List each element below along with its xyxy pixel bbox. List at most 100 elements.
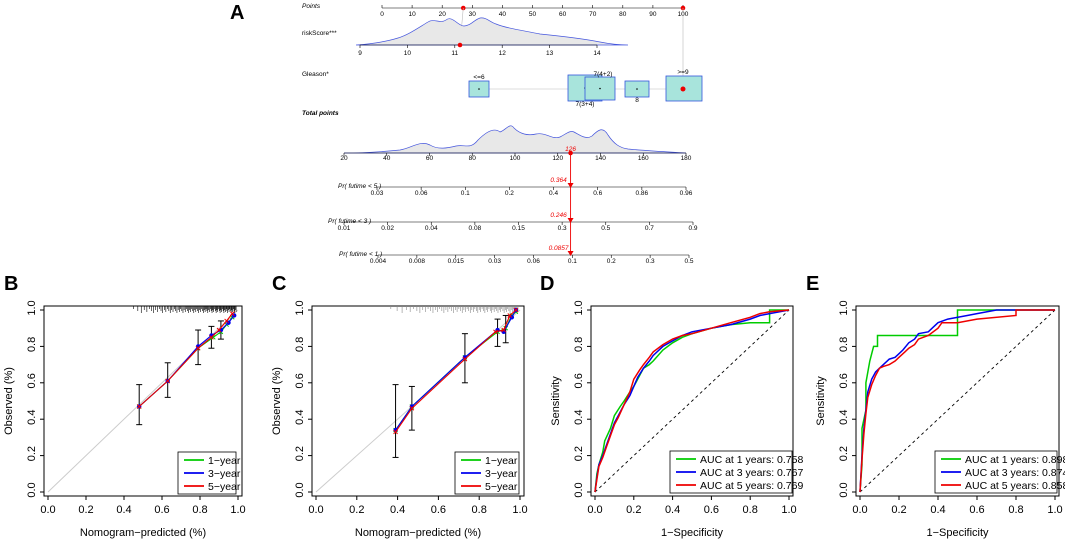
total-points-tick-label: 60	[426, 155, 434, 162]
pr-3yr-label: Pr( futime < 3 )	[328, 218, 371, 225]
y-tick-label: 0.8	[838, 337, 850, 352]
legend-entry: 5−year	[208, 481, 241, 493]
y-axis-title: Sensitivity	[815, 376, 827, 426]
total-points-tick-label: 180	[681, 155, 692, 162]
legend-entry: AUC at 3 years: 0.874	[965, 467, 1065, 479]
x-tick-label: 0.0	[852, 504, 867, 516]
gleason-category-label: 7(3+4)	[576, 101, 595, 108]
panel-label-b: B	[4, 273, 18, 295]
series-point	[136, 404, 142, 409]
series-line-3	[594, 309, 790, 493]
panel-label-e: E	[806, 273, 819, 295]
pr-3yr-predicted-value: 0.246	[550, 212, 567, 219]
pr-3yr-tick-label: 0.08	[469, 225, 482, 232]
total-points-value: 126	[565, 146, 576, 153]
gleason-selected-marker	[680, 86, 686, 92]
points-tick-label: 0	[380, 11, 384, 18]
riskscore-tick-label: 12	[499, 50, 507, 57]
panel-b-calibration: B 0.00.0 0.2 0.2 0.4 0.4 0.6 0.6 0.8 0.8 1.0 1.0 No…	[3, 273, 246, 539]
series-point	[209, 334, 214, 340]
pr-5yr-tick-label: 0.6	[593, 190, 602, 197]
pr-3yr-tick-label: 0.04	[425, 225, 438, 232]
y-tick-label: 1.0	[26, 300, 38, 315]
y-tick-label: 0.2	[838, 446, 850, 461]
y-tick-label: 1.0	[294, 300, 306, 315]
legend-entry: 1−year	[485, 455, 518, 467]
x-tick-label: 1.0	[230, 504, 245, 516]
plot-frame	[43, 305, 243, 497]
y-tick-label: 1.0	[573, 300, 585, 315]
legend-entry: AUC at 1 years: 0.898	[965, 454, 1065, 466]
pr-1yr-predicted-value: 0.0857	[549, 245, 569, 252]
series-point	[501, 327, 507, 333]
pr-1yr-tick-label: 0.2	[607, 258, 616, 265]
series-point	[165, 378, 171, 384]
legend-entry: AUC at 3 years: 0.767	[700, 467, 803, 479]
x-axis-title: Nomogram−predicted (%)	[355, 527, 481, 539]
pr-5yr-arrow	[567, 183, 574, 188]
pr-3yr-tick-label: 0.02	[381, 225, 394, 232]
legend-entry: AUC at 1 years: 0.758	[700, 454, 803, 466]
total-points-label: Total points	[302, 110, 339, 117]
rug-marks	[390, 306, 519, 313]
x-axis-title: Nomogram−predicted (%)	[80, 527, 206, 539]
y-tick-label: 0.6	[26, 373, 38, 388]
pr-1yr-tick-label: 0.008	[409, 258, 426, 265]
y-axis-title: Sensitivity	[550, 376, 562, 426]
plot-frame	[590, 305, 794, 497]
plot-frame	[855, 305, 1060, 497]
legend-entry: 5−year	[485, 481, 518, 493]
total-points-tick-label: 100	[510, 155, 521, 162]
gleason-box-center	[599, 87, 601, 90]
x-tick-label: 1.0	[512, 504, 527, 516]
pr-3yr-arrow	[567, 218, 574, 223]
panel-label-a: A	[230, 2, 244, 24]
total-points-tick-label: 40	[383, 155, 391, 162]
y-tick-label: 0.4	[838, 410, 850, 425]
pr-1yr-label: Pr( futime < 1 )	[339, 251, 382, 258]
points-tick-label: 70	[589, 11, 597, 18]
x-tick-label: 0.0	[40, 504, 55, 516]
pr-1yr-tick-label: 0.004	[370, 258, 387, 265]
pr-3yr-tick-label: 0.3	[558, 225, 567, 232]
pr-5yr-tick-label: 0.4	[549, 190, 558, 197]
x-tick-label: 1.0	[1047, 504, 1062, 516]
points-selected-marker	[460, 5, 466, 11]
rug-marks	[133, 306, 237, 313]
points-label: Points	[302, 3, 321, 10]
total-points-tick-label: 20	[340, 155, 348, 162]
pr-1yr-tick-label: 0.015	[448, 258, 465, 265]
pr-5yr-tick-label: 0.96	[680, 190, 693, 197]
x-tick-label: 0.2	[78, 504, 93, 516]
y-tick-label: 0.2	[26, 446, 38, 461]
y-tick-label: 0.0	[294, 482, 306, 497]
plot-frame	[311, 305, 525, 497]
pr-5yr-tick-label: 0.86	[636, 190, 649, 197]
pr-5yr-predicted-value: 0.364	[550, 177, 567, 184]
y-tick-label: 0.2	[294, 446, 306, 461]
total-points-tick-label: 160	[638, 155, 649, 162]
y-tick-label: 0.4	[26, 410, 38, 425]
pr-3yr-tick-label: 0.01	[338, 225, 351, 232]
points-tick-label: 20	[439, 11, 447, 18]
pr-3yr-tick-label: 0.7	[645, 225, 654, 232]
gleason-label: Gleason*	[302, 71, 329, 78]
y-tick-label: 1.0	[838, 300, 850, 315]
x-tick-label: 0.8	[472, 504, 487, 516]
y-axis-title: Observed (%)	[3, 367, 15, 435]
reference-diagonal	[859, 309, 1056, 493]
y-tick-label: 0.2	[573, 446, 585, 461]
x-tick-label: 0.2	[891, 504, 906, 516]
series-point	[462, 356, 468, 362]
panel-d-roc: D 0.00.0 0.2 0.2 0.4 0.4 0.6 0.6 0.8 0.8 1.0 1.0 1−…	[540, 273, 803, 539]
y-tick-label: 0.0	[26, 482, 38, 497]
gleason-category-label: 8	[635, 97, 639, 104]
series-point	[229, 311, 235, 316]
pr-3yr-tick-label: 0.15	[512, 225, 525, 232]
y-tick-label: 0.8	[573, 337, 585, 352]
pr-5yr-label: Pr( futime < 5 )	[338, 183, 381, 190]
x-tick-label: 0.6	[704, 504, 719, 516]
riskscore-tick-label: 14	[593, 50, 601, 57]
series-point	[507, 313, 513, 318]
